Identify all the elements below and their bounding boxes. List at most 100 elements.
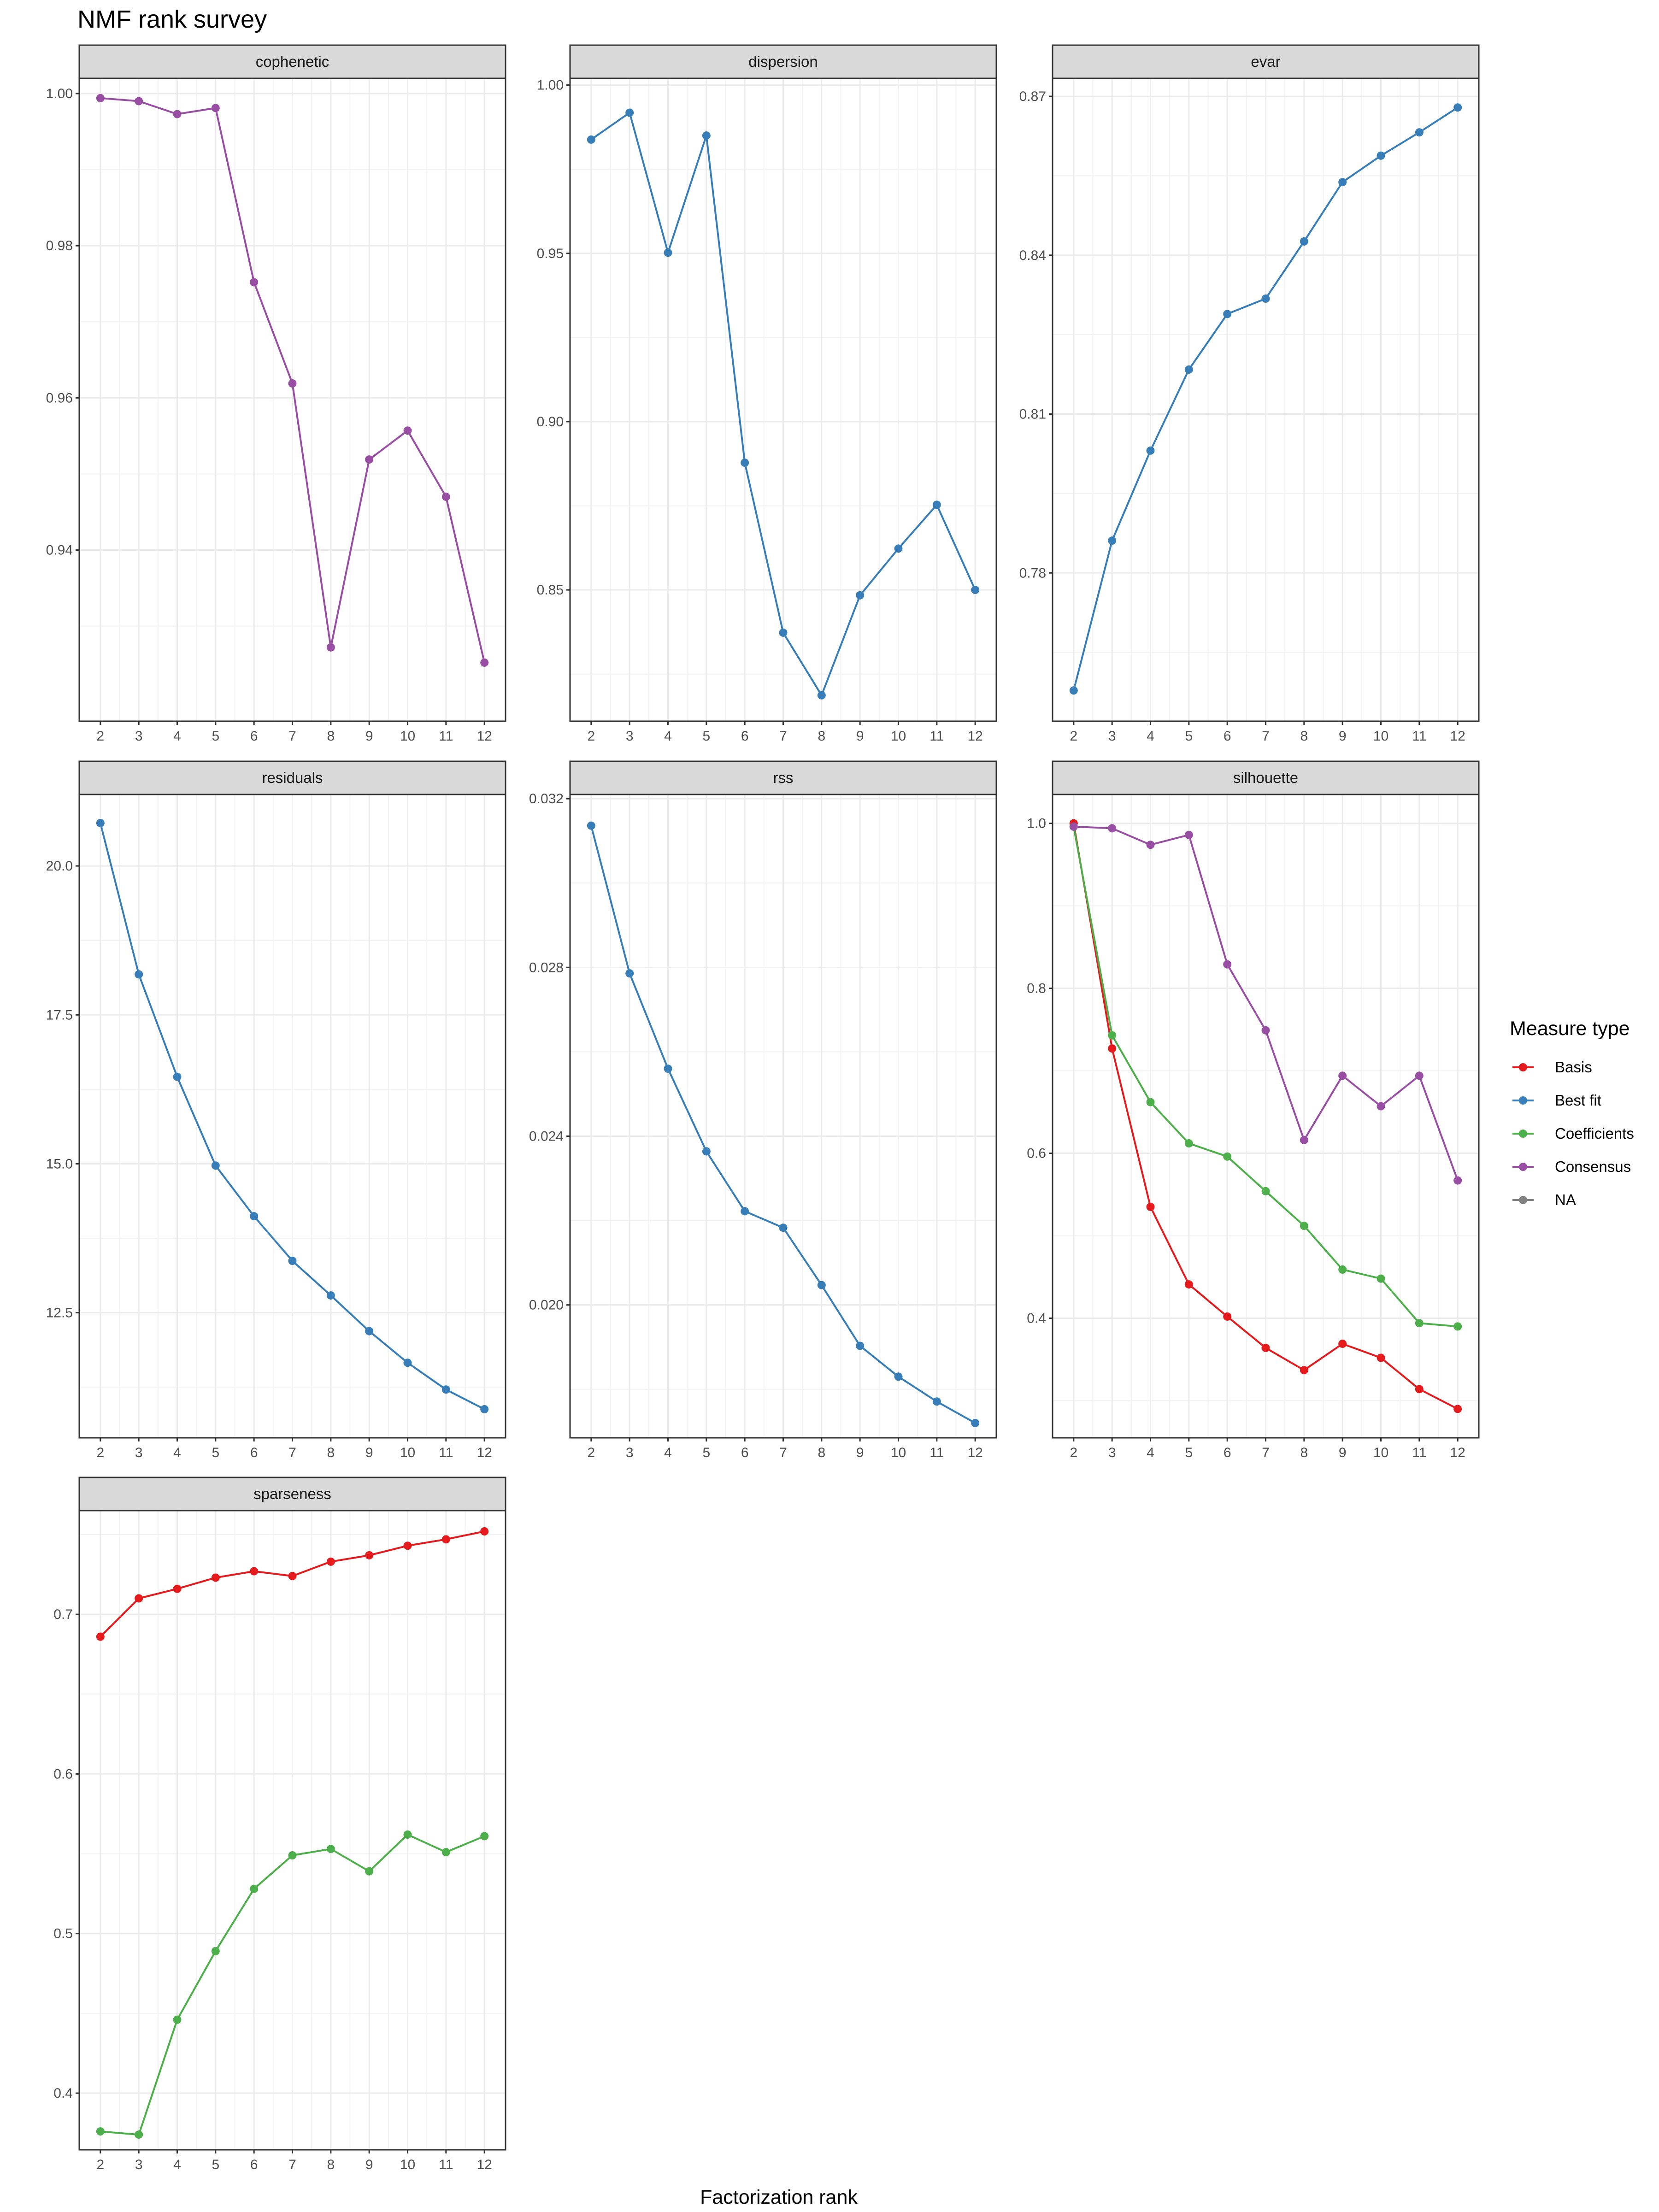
data-point-coefficients [480, 1832, 489, 1841]
y-tick-label: 0.81 [1019, 407, 1046, 422]
data-point-basis [135, 1594, 143, 1603]
data-point-basis [1300, 1366, 1308, 1375]
data-point-coefficients [1261, 1187, 1270, 1195]
data-point-coefficients [326, 1845, 335, 1853]
data-point-basis [326, 1557, 335, 1566]
data-point-best-fit [625, 108, 634, 117]
y-tick-label: 0.98 [46, 238, 73, 253]
x-tick-label: 12 [967, 1445, 982, 1460]
x-tick-label: 8 [327, 1445, 335, 1460]
data-point-consensus [288, 379, 297, 388]
x-tick-label: 5 [212, 2157, 219, 2172]
y-tick-label: 0.6 [1027, 1146, 1046, 1161]
facet-strip [78, 1477, 506, 1512]
data-point-consensus [1261, 1026, 1270, 1035]
legend-key-point [1519, 1163, 1527, 1171]
y-tick-label: 0.78 [1019, 565, 1046, 581]
data-point-consensus [1453, 1176, 1462, 1185]
x-tick-label: 7 [1262, 1445, 1270, 1460]
data-point-best-fit [817, 691, 826, 700]
data-point-best-fit [173, 1072, 182, 1081]
data-point-coefficients [173, 2015, 182, 2024]
data-point-best-fit [250, 1212, 259, 1221]
legend-item-na: NA [1512, 1191, 1576, 1208]
x-tick-label: 3 [1108, 1445, 1116, 1460]
data-point-best-fit [1453, 103, 1462, 112]
data-point-best-fit [741, 459, 749, 467]
x-tick-label: 7 [779, 729, 787, 744]
data-point-coefficients [1108, 1031, 1117, 1040]
data-point-best-fit [971, 586, 980, 594]
data-point-consensus [250, 278, 259, 287]
x-tick-label: 8 [818, 729, 825, 744]
legend-key-point [1519, 1096, 1527, 1105]
data-point-best-fit [1338, 178, 1347, 187]
x-tick-label: 5 [1185, 1445, 1193, 1460]
x-tick-label: 12 [1450, 729, 1465, 744]
x-tick-label: 12 [477, 2157, 492, 2172]
data-point-consensus [211, 104, 220, 112]
data-point-basis [1377, 1353, 1385, 1362]
y-tick-label: 1.00 [537, 78, 564, 93]
x-tick-label: 11 [930, 729, 944, 744]
data-point-basis [211, 1573, 220, 1582]
data-point-best-fit [326, 1291, 335, 1300]
x-tick-label: 9 [365, 2157, 373, 2172]
data-point-coefficients [1377, 1274, 1385, 1283]
x-tick-label: 3 [135, 2157, 143, 2172]
data-point-basis [403, 1541, 412, 1550]
x-tick-label: 10 [400, 2157, 415, 2172]
facet-panel-cophenetic: cophenetic 1.00 0.98 0.96 0.94 2 3 4 5 6 7 8 9 10 11 12 [46, 44, 506, 744]
y-tick-label: 0.8 [1027, 981, 1046, 996]
facet-strip-label: residuals [262, 769, 323, 786]
x-tick-label: 8 [1300, 729, 1308, 744]
data-point-consensus [1415, 1071, 1424, 1080]
x-tick-label: 5 [212, 1445, 219, 1460]
x-tick-label: 12 [477, 1445, 492, 1460]
legend-key-point [1519, 1196, 1527, 1204]
data-point-coefficients [211, 1947, 220, 1955]
x-tick-label: 3 [626, 729, 634, 744]
data-point-consensus [1377, 1102, 1385, 1111]
data-point-best-fit [1377, 151, 1385, 160]
data-point-best-fit [779, 1224, 788, 1232]
data-point-best-fit [741, 1207, 749, 1216]
x-tick-label: 11 [439, 2157, 453, 2172]
data-point-best-fit [932, 500, 941, 509]
data-point-basis [96, 1632, 105, 1641]
legend-key-point [1519, 1130, 1527, 1138]
y-tick-label: 0.90 [537, 414, 564, 429]
data-point-coefficients [1453, 1322, 1462, 1331]
data-point-basis [1146, 1202, 1155, 1211]
data-point-consensus [365, 455, 374, 464]
facet-strip-label: sparseness [253, 1485, 331, 1502]
x-tick-label: 4 [173, 2157, 181, 2172]
data-point-consensus [1108, 824, 1117, 833]
data-point-basis [441, 1535, 450, 1544]
data-point-coefficients [1223, 1152, 1232, 1161]
facet-strip-label: evar [1251, 53, 1280, 70]
x-tick-label: 3 [1108, 729, 1116, 744]
data-point-best-fit [403, 1359, 412, 1367]
data-point-coefficients [1415, 1319, 1424, 1328]
data-point-basis [365, 1551, 374, 1559]
data-point-best-fit [1223, 310, 1232, 318]
x-axis-title: Factorization rank [700, 2186, 858, 2208]
y-tick-label: 0.85 [537, 582, 564, 598]
x-tick-label: 12 [967, 729, 982, 744]
x-tick-label: 12 [477, 729, 492, 744]
data-point-best-fit [894, 544, 903, 553]
data-point-best-fit [702, 131, 711, 140]
x-tick-label: 11 [1412, 1445, 1426, 1460]
data-point-basis [1108, 1044, 1117, 1053]
data-point-basis [1415, 1385, 1424, 1394]
data-point-consensus [1300, 1135, 1308, 1144]
data-point-best-fit [211, 1161, 220, 1170]
data-point-consensus [441, 492, 450, 501]
y-tick-label: 0.4 [1027, 1311, 1046, 1326]
data-point-basis [173, 1584, 182, 1593]
y-tick-label: 0.032 [529, 791, 564, 806]
facet-panel-rss: rss 0.032 0.028 0.024 0.020 2 3 4 5 6 7 8 9 10 11 12 [529, 760, 997, 1460]
x-tick-label: 6 [250, 1445, 258, 1460]
data-point-best-fit [587, 135, 595, 144]
